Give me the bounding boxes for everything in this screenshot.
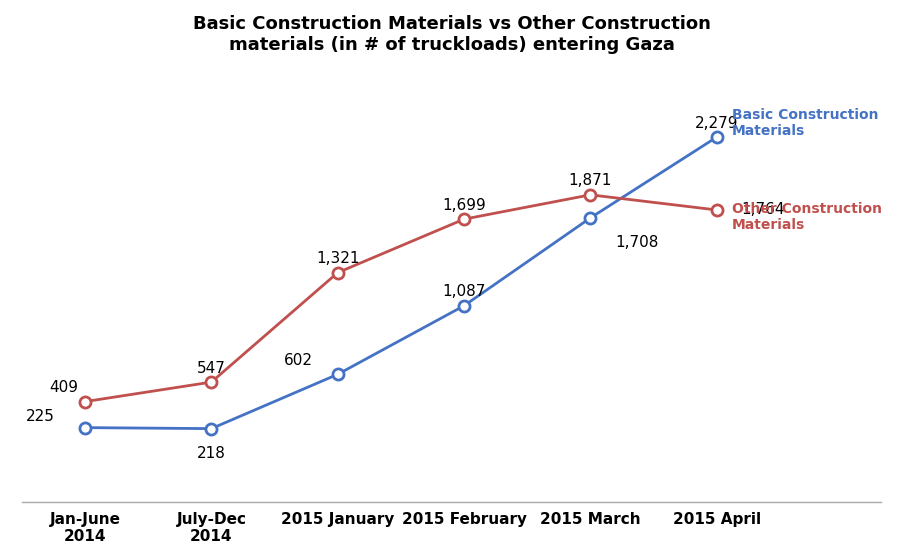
Title: Basic Construction Materials vs Other Construction
materials (in # of truckloads: Basic Construction Materials vs Other Co… [193,15,710,54]
Text: 1,871: 1,871 [569,173,612,188]
Text: Basic Construction
Materials: Basic Construction Materials [732,108,879,138]
Text: 1,699: 1,699 [443,198,486,213]
Text: 218: 218 [197,446,226,461]
Text: 1,764: 1,764 [742,202,786,217]
Text: 2,279: 2,279 [695,116,739,131]
Text: 409: 409 [49,380,78,395]
Text: 225: 225 [26,409,54,424]
Text: 547: 547 [197,361,226,376]
Text: Other Construction
Materials: Other Construction Materials [732,202,882,232]
Text: 1,087: 1,087 [443,285,486,299]
Text: 602: 602 [284,353,313,368]
Text: 1,708: 1,708 [615,235,659,250]
Text: 1,321: 1,321 [316,251,360,266]
